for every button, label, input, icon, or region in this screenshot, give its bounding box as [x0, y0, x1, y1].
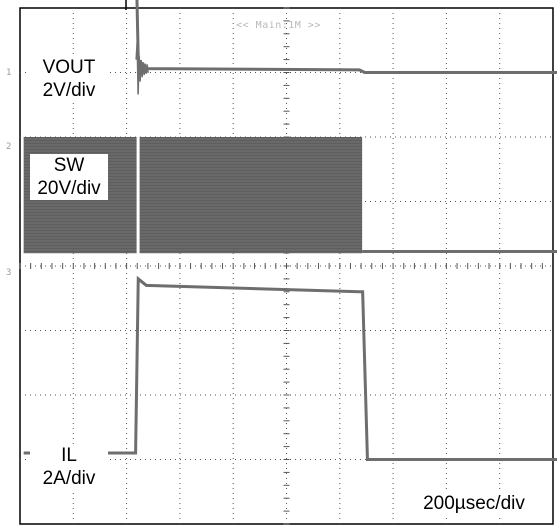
sw-label: SW 20V/div	[30, 154, 108, 200]
il-channel-name: IL	[61, 445, 77, 466]
vout-label: VOUT 2V/div	[30, 56, 108, 102]
il-scale: 2A/div	[42, 468, 96, 489]
graticule	[19, 0, 554, 525]
channel-1-ground-marker: 1	[6, 68, 12, 78]
vout-ringing	[135, 42, 149, 95]
timebase-label: 200µsec/div	[408, 492, 540, 515]
vout-channel-name: VOUT	[42, 57, 96, 78]
sw-event-gap	[136, 133, 140, 258]
channel-2-ground-marker: 2	[6, 142, 12, 152]
il-label: IL 2A/div	[30, 444, 108, 490]
channel-3-ground-marker: 3	[6, 268, 12, 278]
il-trace	[23, 275, 557, 461]
vout-scale: 2V/div	[42, 80, 96, 101]
timebase-header: << Main:1M >>	[236, 20, 321, 31]
sw-scale: 20V/div	[37, 178, 101, 199]
sw-channel-name: SW	[53, 155, 85, 176]
